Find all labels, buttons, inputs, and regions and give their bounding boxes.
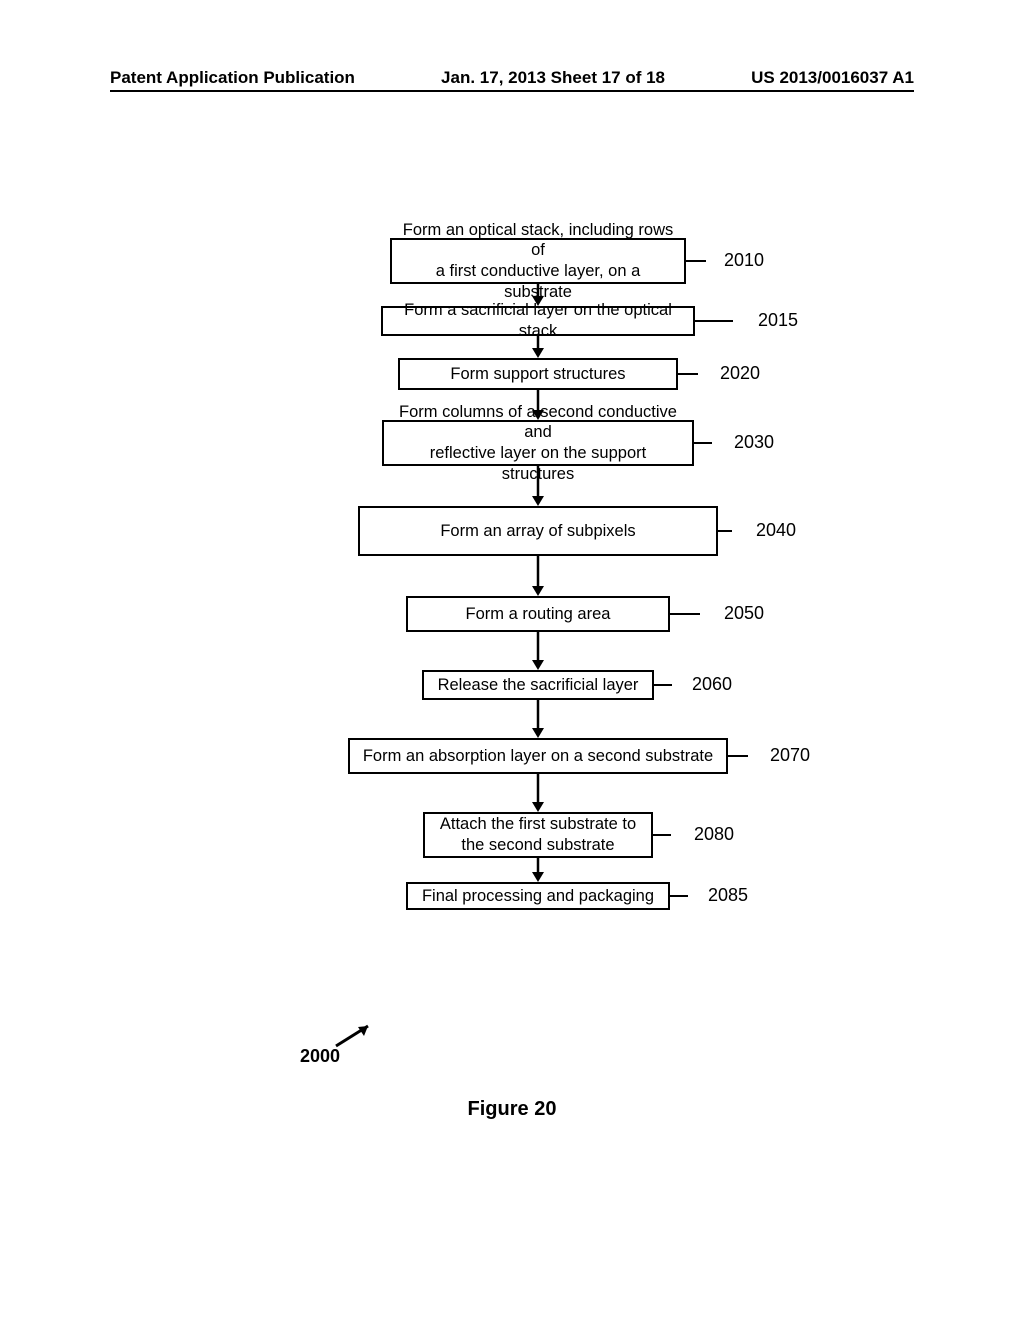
label-tick [654, 684, 672, 686]
flow-arrow-icon [530, 700, 546, 738]
flow-step: Form a routing area 2050 [0, 596, 1024, 632]
label-tick [670, 895, 688, 897]
flow-box: Release the sacrificial layer [422, 670, 654, 700]
label-tick [718, 530, 732, 532]
label-tick [670, 613, 700, 615]
flow-arrow-icon [530, 632, 546, 670]
flow-box: Form support structures [398, 358, 678, 390]
header-right: US 2013/0016037 A1 [751, 68, 914, 88]
flow-step: Form a sacrificial layer on the optical … [0, 306, 1024, 336]
flow-box: Form a routing area [406, 596, 670, 632]
label-tick [686, 260, 706, 262]
ref-2000-label: 2000 [300, 1046, 340, 1067]
flow-box: Form an array of subpixels [358, 506, 718, 556]
label-tick [695, 320, 733, 322]
flow-box: Form a sacrificial layer on the optical … [381, 306, 695, 336]
step-label: 2070 [770, 745, 810, 766]
flow-step: Attach the first substrate tothe second … [0, 812, 1024, 858]
step-label: 2010 [724, 250, 764, 271]
flow-arrow-icon [530, 858, 546, 882]
label-tick [694, 442, 712, 444]
flow-box: Final processing and packaging [406, 882, 670, 910]
step-label: 2030 [734, 432, 774, 453]
flow-step: Final processing and packaging 2085 [0, 882, 1024, 910]
label-tick [678, 373, 698, 375]
step-label: 2040 [756, 520, 796, 541]
step-label: 2015 [758, 310, 798, 331]
flow-step: Form an array of subpixels 2040 [0, 506, 1024, 556]
step-label: 2020 [720, 363, 760, 384]
page-header: Patent Application Publication Jan. 17, … [110, 68, 914, 92]
flow-arrow-icon [530, 774, 546, 812]
step-label: 2060 [692, 674, 732, 695]
step-label: 2085 [708, 885, 748, 906]
header-left: Patent Application Publication [110, 68, 355, 88]
flow-box: Form columns of a second conductive andr… [382, 420, 694, 466]
flow-step: Form support structures 2020 [0, 358, 1024, 390]
flow-box: Form an absorption layer on a second sub… [348, 738, 728, 774]
step-label: 2050 [724, 603, 764, 624]
page: Patent Application Publication Jan. 17, … [0, 0, 1024, 1320]
flow-step: Form an absorption layer on a second sub… [0, 738, 1024, 774]
flow-box: Attach the first substrate tothe second … [423, 812, 653, 858]
flow-box: Form an optical stack, including rows of… [390, 238, 686, 284]
flow-step: Release the sacrificial layer 2060 [0, 670, 1024, 700]
label-tick [728, 755, 748, 757]
flow-arrow-icon [530, 556, 546, 596]
label-tick [653, 834, 671, 836]
flow-step: Form an optical stack, including rows of… [0, 238, 1024, 284]
flow-step: Form columns of a second conductive andr… [0, 420, 1024, 466]
figure-caption: Figure 20 [0, 1098, 1024, 1121]
step-label: 2080 [694, 824, 734, 845]
flowchart: Form an optical stack, including rows of… [0, 238, 1024, 910]
header-mid: Jan. 17, 2013 Sheet 17 of 18 [441, 68, 665, 88]
